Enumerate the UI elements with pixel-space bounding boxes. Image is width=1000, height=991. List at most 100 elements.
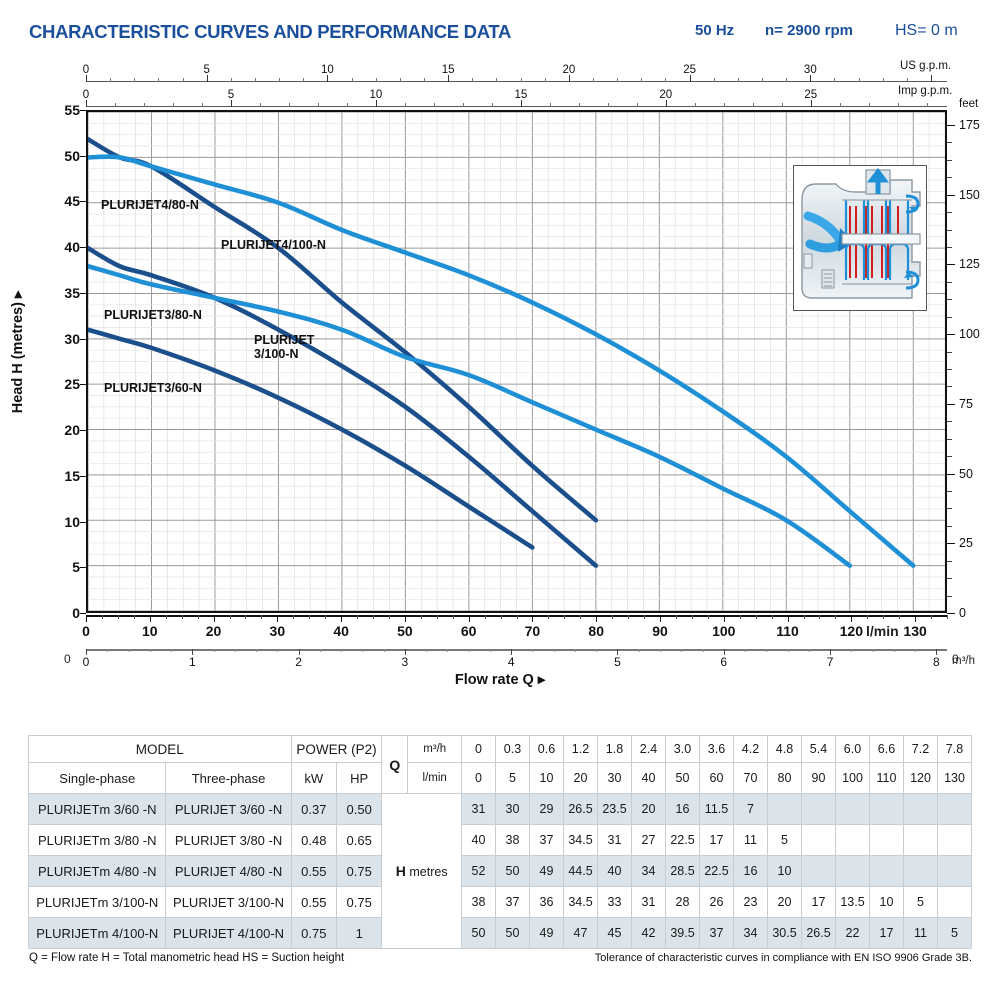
q-lmin-value: 10 (529, 762, 564, 794)
m3h-tick-mark (596, 649, 598, 652)
us-gpm-tick-mark (424, 78, 426, 82)
lmin-tick-mark (436, 615, 438, 619)
m3h-tick-mark (256, 649, 258, 652)
head-value (937, 793, 972, 825)
lmin-unit-label: l/min (866, 623, 899, 639)
imp-gpm-tick-label: 20 (659, 89, 673, 101)
feet-tick-mark (947, 334, 955, 336)
imp-gpm-tick-mark (201, 103, 203, 107)
lmin-tick-mark (277, 615, 279, 622)
y-tick-label: 50 (64, 147, 80, 164)
us-gpm-tick-mark (931, 75, 933, 82)
us-gpm-tick-mark (713, 78, 715, 82)
lmin-tick-mark (580, 615, 582, 619)
q-lmin-value: 0 (461, 762, 496, 794)
lmin-tick-mark (675, 615, 677, 619)
lmin-tick-mark (117, 615, 119, 619)
feet-tick-mark (947, 456, 952, 458)
imp-gpm-unit-label: Imp g.p.m. (898, 85, 953, 97)
zero-left-marker: 0 (64, 652, 71, 666)
three-phase-model: PLURIJET 4/80 -N (165, 855, 292, 887)
feet-tick-mark (947, 229, 952, 231)
lmin-tick-mark (867, 615, 869, 619)
lmin-tick-label: 50 (397, 623, 413, 639)
m3h-tick-mark (426, 649, 428, 652)
feet-tick-mark (947, 560, 952, 562)
table-row[interactable]: PLURIJETm 3/80 -N PLURIJET 3/80 -N 0.48 0.6… (27, 824, 972, 856)
q-m3h-value: 7.2 (903, 735, 938, 763)
m3h-tick-mark (447, 649, 449, 652)
feet-tick-mark (947, 403, 955, 405)
m3h-tick-mark (723, 649, 725, 655)
us-gpm-tick-mark (520, 78, 522, 82)
imp-gpm-tick-mark (433, 103, 435, 107)
imp-gpm-tick-mark (288, 103, 290, 107)
table-header-row-2: Single-phase Three-phase kW HP l/min 0 5 10 20 30… (27, 762, 972, 794)
m3h-tick-mark (702, 649, 704, 652)
us-gpm-tick-label: 30 (803, 64, 817, 76)
lmin-tick-label: 90 (652, 623, 668, 639)
us-gpm-tick-label: 0 (82, 64, 90, 76)
head-value: 36 (529, 886, 564, 918)
lmin-tick-mark (420, 615, 422, 619)
q-m3h-value: 3.6 (699, 735, 734, 763)
head-value: 34.5 (563, 824, 598, 856)
three-phase-header: Three-phase (165, 762, 292, 794)
head-value: 10 (767, 855, 802, 887)
imp-gpm-tick-mark (549, 103, 551, 107)
power-hp: 0.65 (335, 824, 383, 856)
imp-gpm-axis: 0 5 10 15 20 25 (83, 85, 947, 107)
m3h-tick-mark (149, 649, 151, 652)
power-hp: 0.75 (335, 886, 383, 918)
power-kw: 0.55 (290, 855, 337, 887)
lmin-tick-label: 60 (460, 623, 477, 639)
head-metres-axis: 55 50 45 40 35 30 25 20 15 10 5 0 (48, 102, 80, 621)
y-tick-label: 25 (64, 376, 80, 393)
feet-tick-label: 150 (959, 187, 980, 202)
head-value: 40 (461, 824, 496, 856)
lmin-tick-mark (213, 615, 215, 622)
table-row[interactable]: PLURIJETm 4/100-N PLURIJET 4/100-N 0.75 1 50… (27, 917, 972, 949)
q-m3h-value: 0 (461, 735, 496, 763)
m3h-tick-mark (298, 649, 300, 655)
y-tick-label: 55 (64, 102, 80, 118)
imp-gpm-tick-mark (868, 103, 870, 107)
q-m3h-value: 0.6 (529, 735, 564, 763)
speed-spec: n= 2900 rpm (765, 22, 853, 39)
head-value: 34 (631, 855, 666, 887)
table-row[interactable]: PLURIJETm 3/60 -N PLURIJET 3/60 -N 0.37 0.5… (27, 793, 972, 949)
y-tick-mark (80, 567, 86, 569)
m3h-tick-mark (511, 649, 513, 655)
imp-gpm-tick-mark (259, 103, 261, 107)
lmin-tick-mark (532, 615, 534, 622)
m3h-tick-mark (383, 649, 385, 652)
single-phase-model: PLURIJETm 3/60 -N (27, 793, 167, 825)
power-kw: 0.37 (290, 793, 337, 825)
head-value (869, 793, 904, 825)
table-row[interactable]: PLURIJETm 4/80 -N PLURIJET 4/80 -N 0.55 0.7… (27, 855, 972, 887)
feet-tick-label: 175 (959, 118, 980, 133)
y-tick-label: 30 (64, 330, 80, 347)
lmin-tick-mark (835, 615, 837, 619)
feet-tick-mark (947, 281, 952, 283)
feet-tick-mark (947, 194, 955, 196)
us-gpm-tick-mark (641, 78, 643, 82)
page-title: CHARACTERISTIC CURVES AND PERFORMANCE DA… (29, 21, 512, 42)
us-gpm-tick-mark (303, 78, 305, 82)
lmin-tick-mark (612, 615, 614, 619)
us-gpm-tick-mark (86, 75, 87, 82)
y-tick-label: 10 (64, 513, 80, 530)
head-value: 50 (461, 917, 496, 949)
head-value: 37 (529, 824, 564, 856)
head-value (903, 824, 938, 856)
table-row[interactable]: PLURIJETm 3/100-N PLURIJET 3/100-N 0.55 0.7… (27, 886, 972, 918)
lmin-tick-mark (596, 615, 598, 622)
feet-tick-mark (947, 386, 952, 388)
head-value (801, 824, 836, 856)
us-gpm-tick-mark (810, 75, 812, 82)
power-header: POWER (P2) (290, 735, 383, 763)
lmin-tick-mark (101, 615, 103, 619)
imp-gpm-tick-mark (86, 100, 87, 107)
q-lmin-value: 100 (835, 762, 870, 794)
